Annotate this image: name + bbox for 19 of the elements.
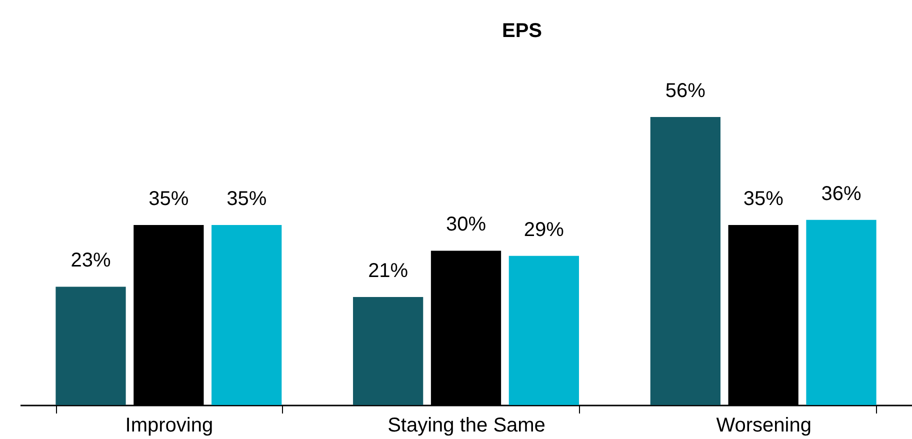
x-tick-label: Worsening [716,414,812,436]
bar [650,117,720,405]
data-label: 35% [148,188,189,210]
bar [508,256,579,405]
x-tick-label: Staying the Same [388,414,546,436]
bar [56,286,126,405]
data-label: 35% [226,188,267,210]
data-label: 36% [821,182,862,205]
bar [353,297,424,405]
data-label: 30% [446,214,486,236]
data-label: 21% [368,260,408,282]
chart-title: EPS [502,20,542,42]
data-label: 35% [743,188,784,210]
data-label: 56% [665,80,706,102]
bar [806,220,876,405]
bar [212,225,282,405]
data-label: 29% [524,218,564,241]
x-tick-label: Improving [125,414,214,436]
data-label: 23% [70,250,111,272]
